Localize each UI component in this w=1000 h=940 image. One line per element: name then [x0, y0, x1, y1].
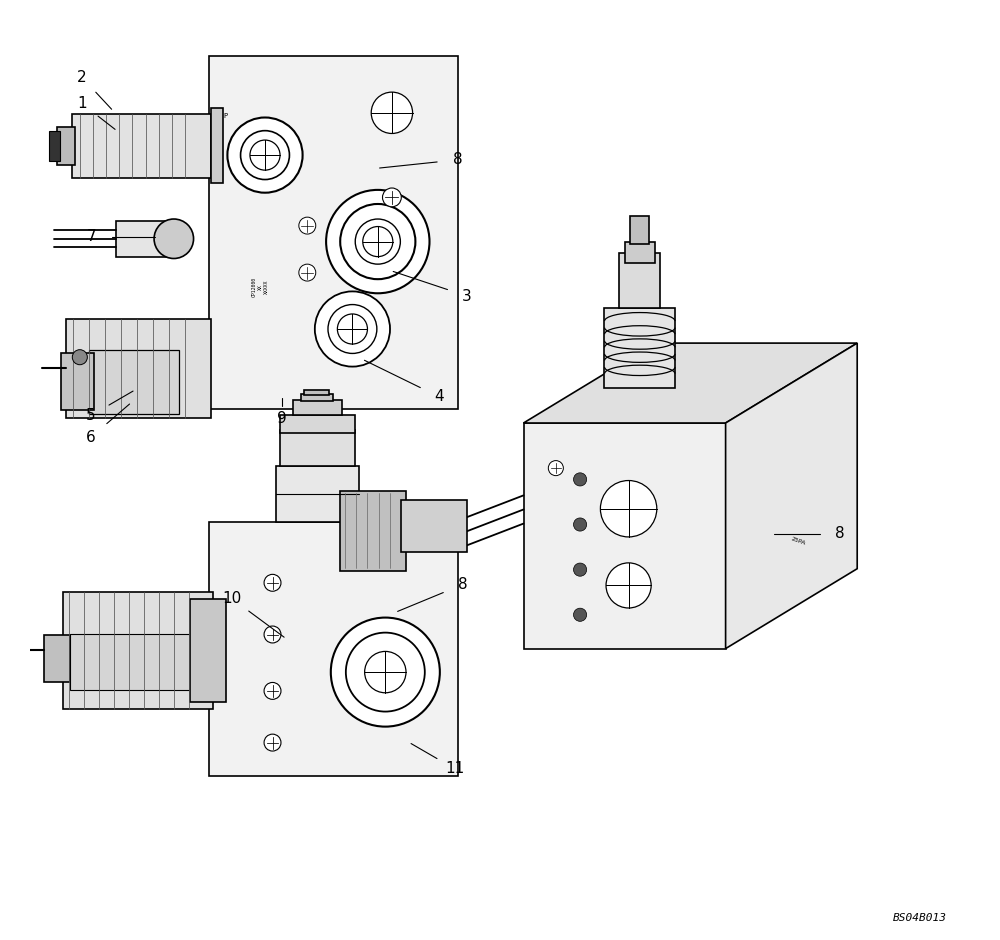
Text: CP12000
XX
XXXXX: CP12000 XX XXXXX: [252, 276, 269, 297]
Circle shape: [328, 305, 377, 353]
Circle shape: [337, 314, 367, 344]
Bar: [604, 308, 675, 387]
Bar: [280, 431, 355, 466]
Bar: [625, 242, 655, 262]
Bar: [630, 216, 649, 244]
Polygon shape: [524, 423, 726, 649]
Circle shape: [299, 264, 316, 281]
Bar: [70, 634, 193, 690]
Bar: [61, 353, 94, 410]
Bar: [72, 114, 211, 178]
Text: P: P: [224, 113, 228, 118]
Polygon shape: [524, 343, 857, 423]
Circle shape: [363, 227, 393, 257]
Bar: [211, 108, 223, 183]
Text: 1: 1: [77, 96, 87, 111]
Text: 8: 8: [453, 152, 463, 167]
Text: 10: 10: [222, 591, 242, 606]
Bar: [301, 394, 333, 401]
Text: 4: 4: [434, 389, 444, 404]
Text: 9: 9: [277, 411, 287, 426]
Bar: [209, 522, 458, 776]
Circle shape: [574, 563, 587, 576]
Circle shape: [227, 118, 303, 193]
Circle shape: [365, 651, 406, 693]
Circle shape: [606, 563, 651, 608]
Bar: [209, 56, 458, 409]
Circle shape: [326, 190, 430, 293]
Text: 8: 8: [835, 526, 845, 541]
Bar: [340, 491, 406, 571]
Bar: [401, 500, 467, 552]
Circle shape: [241, 131, 289, 180]
Circle shape: [264, 734, 281, 751]
Circle shape: [355, 219, 400, 264]
Circle shape: [154, 219, 194, 258]
Text: 8: 8: [458, 577, 467, 592]
Bar: [49, 131, 60, 161]
Circle shape: [600, 480, 657, 537]
Bar: [116, 221, 171, 257]
Bar: [66, 320, 211, 417]
Text: 11: 11: [445, 761, 465, 776]
Bar: [293, 400, 342, 415]
Circle shape: [371, 92, 413, 133]
Circle shape: [250, 140, 280, 170]
Bar: [276, 466, 359, 522]
Text: BS04B013: BS04B013: [893, 913, 946, 923]
Circle shape: [315, 291, 390, 367]
Circle shape: [574, 473, 587, 486]
Bar: [304, 390, 329, 395]
Circle shape: [264, 682, 281, 699]
Text: 7: 7: [86, 229, 96, 244]
Text: 6: 6: [86, 430, 96, 445]
Text: 2: 2: [77, 70, 87, 85]
Circle shape: [383, 188, 401, 207]
Circle shape: [299, 217, 316, 234]
Circle shape: [340, 204, 415, 279]
Circle shape: [346, 633, 425, 712]
Text: 3: 3: [462, 289, 472, 304]
Circle shape: [548, 461, 563, 476]
Text: 25PA: 25PA: [790, 537, 806, 546]
Bar: [190, 600, 226, 701]
Circle shape: [574, 518, 587, 531]
Circle shape: [574, 608, 587, 621]
Bar: [44, 634, 70, 681]
Bar: [63, 592, 213, 709]
Circle shape: [72, 350, 87, 365]
Bar: [619, 254, 660, 308]
Text: 5: 5: [86, 408, 96, 423]
Bar: [280, 415, 355, 432]
Bar: [89, 350, 179, 414]
Circle shape: [331, 618, 440, 727]
Circle shape: [264, 626, 281, 643]
Polygon shape: [726, 343, 857, 649]
Bar: [57, 127, 75, 164]
Circle shape: [264, 574, 281, 591]
